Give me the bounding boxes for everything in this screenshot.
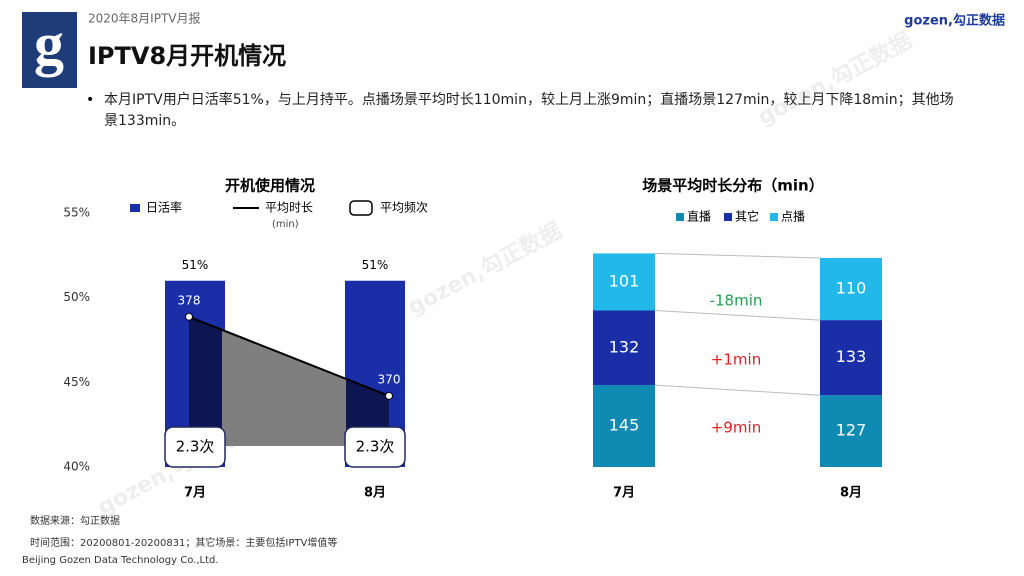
legend-label: 日活率	[146, 200, 182, 215]
annotation: +1min	[711, 351, 761, 369]
bar-segment	[820, 257, 882, 321]
y-tick-label: 45%	[63, 375, 90, 389]
segment-label: 132	[609, 337, 640, 356]
connector	[654, 252, 821, 259]
line	[188, 315, 390, 397]
x-tick-label: 8月	[840, 486, 862, 501]
legend-note: (min)	[272, 219, 299, 230]
point	[385, 391, 393, 400]
legend-swatch	[349, 200, 373, 216]
connector	[654, 384, 821, 396]
y-tick-label: 55%	[63, 206, 90, 220]
freq-box	[164, 426, 226, 468]
point-label: 370	[378, 372, 401, 386]
title: IPTV8月开机情况	[88, 42, 286, 70]
y-tick-label: 40%	[63, 460, 90, 474]
bar-segment	[593, 385, 655, 467]
freq-label: 2.3次	[356, 438, 395, 456]
legend-label: 直播	[687, 210, 711, 224]
bar-segment	[593, 310, 655, 386]
bar-segment	[820, 395, 882, 467]
area	[189, 316, 389, 446]
legend-swatch	[770, 213, 778, 221]
x-tick-label: 7月	[184, 486, 206, 501]
legend-label: 其它	[735, 209, 759, 224]
bullet-dot: •	[86, 92, 95, 108]
segment-label: 110	[836, 279, 867, 298]
bar-segment	[593, 253, 655, 311]
legend-label: 平均时长	[265, 201, 313, 215]
annotation: +9min	[711, 419, 761, 437]
logo-box	[22, 12, 77, 88]
bullet: 本月IPTV用户日活率51%，与上月持平。点播场景平均时长110min，较上月上…	[104, 92, 954, 129]
y-tick-label: 50%	[63, 290, 90, 304]
legend-label: 平均频次	[380, 201, 428, 215]
annotation: -18min	[710, 292, 763, 310]
watermark: gozen,勾正数据	[403, 218, 566, 321]
source: 数据来源：勾正数据	[30, 514, 120, 527]
company: Beijing Gozen Data Technology Co.,Ltd.	[22, 555, 219, 566]
x-tick-label: 8月	[364, 486, 386, 501]
freq-label: 2.3次	[176, 438, 215, 456]
segment-label: 145	[609, 416, 640, 435]
connector	[654, 309, 821, 321]
overlap	[189, 316, 222, 446]
segment-label: 127	[836, 421, 867, 440]
logo: g	[34, 11, 64, 77]
chart-title: 开机使用情况	[225, 177, 315, 195]
report: 2020年8月IPTV月报	[88, 11, 201, 26]
segment-label: 133	[836, 347, 867, 366]
legend-swatch	[130, 204, 140, 212]
legend-swatch	[724, 213, 732, 221]
bar-segment	[820, 320, 882, 396]
point	[185, 312, 193, 321]
range: 时间范围：20200801-20200831；其它场景：主要包括IPTV增值等	[30, 536, 337, 549]
segment-label: 101	[609, 271, 640, 290]
chart-title: 场景平均时长分布（min）	[642, 177, 823, 195]
freq-box	[344, 426, 406, 468]
legend-label: 点播	[781, 210, 805, 224]
legend-swatch	[676, 213, 684, 221]
point-label: 378	[178, 293, 201, 307]
bar-label: 51%	[182, 258, 209, 272]
brand: gozen,勾正数据	[904, 13, 1005, 29]
x-tick-label: 7月	[613, 486, 635, 501]
bar-label: 51%	[362, 258, 389, 272]
